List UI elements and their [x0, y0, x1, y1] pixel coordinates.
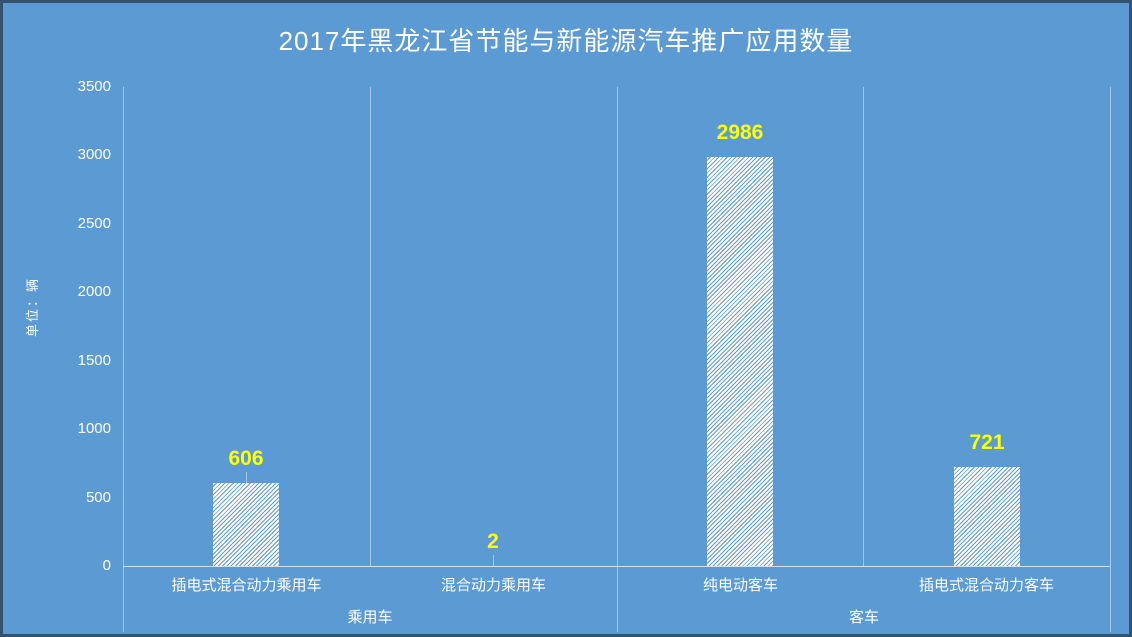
y-axis-title: 单位：辆 [25, 277, 40, 338]
data-label: 2 [487, 530, 499, 553]
group-axis-label: 客车 [848, 609, 879, 626]
plot-right-edge-line [1110, 87, 1111, 632]
group-axis-label: 乘用车 [347, 609, 393, 626]
bar [213, 483, 279, 566]
y-tick-label: 3000 [77, 146, 111, 164]
y-tick-label: 2000 [77, 283, 111, 301]
data-label: 2986 [716, 121, 764, 144]
y-tick-label: 2500 [77, 214, 111, 232]
y-tick-label: 0 [102, 557, 111, 574]
category-separator-line [863, 87, 864, 566]
y-tick-label: 3500 [77, 78, 111, 95]
x-axis-line [123, 566, 1110, 567]
bar [707, 157, 773, 566]
category-separator-line [370, 87, 371, 566]
category-axis-label: 插电式混合动力乘用车 [171, 577, 322, 594]
data-label: 606 [228, 447, 264, 470]
group-separator-line [617, 87, 618, 632]
category-axis-label: 插电式混合动力客车 [918, 577, 1054, 594]
bar [954, 467, 1020, 566]
y-tick-label: 1000 [77, 420, 111, 438]
category-axis-label: 混合动力乘用车 [440, 577, 546, 594]
data-label-leader-line [493, 555, 494, 566]
category-axis-label: 纯电动客车 [702, 577, 778, 594]
data-label: 721 [969, 431, 1005, 454]
y-axis-line [123, 87, 124, 632]
data-label-leader-line [246, 472, 247, 483]
chart-title: 2017年黑龙江省节能与新能源汽车推广应用数量 [278, 26, 854, 56]
y-tick-label: 500 [85, 488, 111, 506]
y-tick-label: 1500 [77, 351, 111, 369]
